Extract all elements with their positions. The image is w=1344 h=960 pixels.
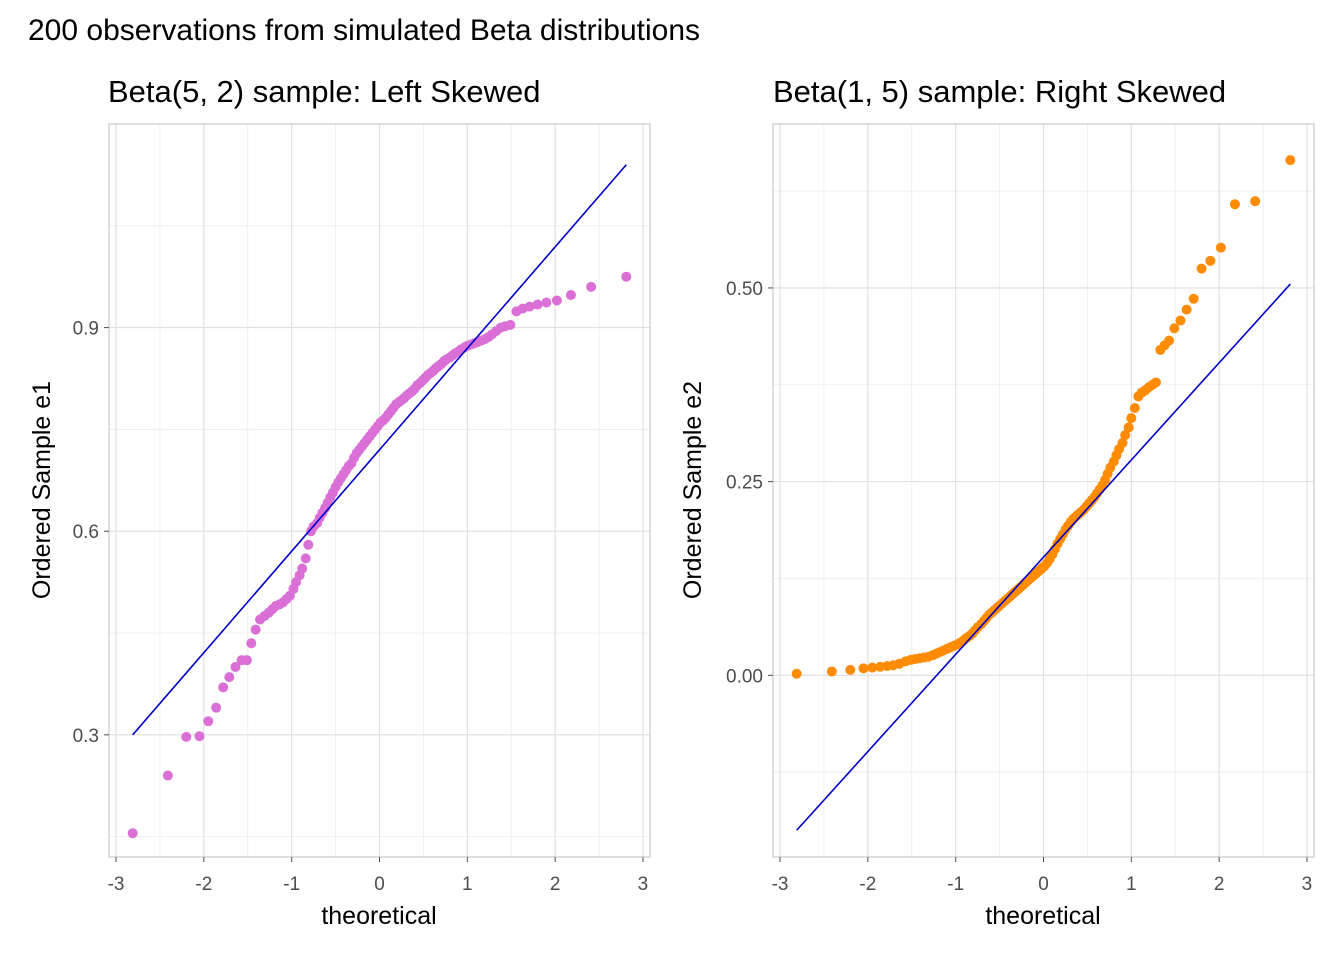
data-point (1150, 377, 1161, 388)
data-point (845, 664, 856, 675)
data-point (1229, 199, 1240, 210)
panel-title: Beta(5, 2) sample: Left Skewed (108, 74, 541, 109)
points (791, 155, 1296, 679)
data-point (1129, 403, 1140, 414)
y-tick-label: 0.50 (726, 279, 763, 300)
data-point (1126, 413, 1137, 424)
reference-line (796, 283, 1291, 831)
x-tick-label: 0 (374, 874, 385, 895)
data-point (1175, 315, 1186, 326)
panel-left-skewed: Beta(5, 2) sample: Left Skewed theoretic… (28, 74, 651, 930)
data-point (1123, 422, 1134, 433)
x-tick-label: -2 (859, 874, 876, 895)
data-point (224, 672, 235, 683)
data-point (826, 666, 837, 677)
data-point (1196, 263, 1207, 274)
x-tick-label: 0 (1038, 874, 1049, 895)
y-axis-label: Ordered Sample e2 (679, 381, 707, 599)
data-point (218, 682, 229, 693)
data-point (532, 299, 543, 310)
data-point (858, 663, 869, 674)
data-point (565, 290, 576, 301)
data-point (162, 770, 173, 781)
data-point (1205, 255, 1216, 266)
x-axis-label: theoretical (985, 902, 1100, 930)
data-point (867, 662, 878, 673)
data-point (1181, 304, 1192, 315)
data-point (1215, 242, 1226, 253)
x-tick-label: 1 (462, 874, 473, 895)
data-point (1117, 437, 1128, 448)
points (127, 271, 632, 839)
data-point (194, 731, 205, 742)
data-point (586, 281, 597, 292)
data-point (127, 828, 138, 839)
data-point (1120, 430, 1131, 441)
data-point (230, 661, 241, 672)
data-point (541, 297, 552, 308)
y-tick-label: 0.3 (73, 726, 99, 747)
data-point (524, 301, 535, 312)
data-point (303, 539, 314, 550)
data-point (1285, 155, 1296, 166)
data-point (211, 702, 222, 713)
x-tick-label: 1 (1126, 874, 1137, 895)
panel-right-skewed: Beta(1, 5) sample: Right Skewed theoreti… (679, 74, 1315, 930)
x-tick-label: -2 (195, 874, 212, 895)
x-axis-label: theoretical (321, 902, 436, 930)
y-axis-label: Ordered Sample e1 (28, 381, 56, 599)
grid (773, 124, 1314, 857)
y-tick-label: 0.6 (73, 522, 99, 543)
x-tick-label: -3 (108, 874, 125, 895)
data-point (791, 668, 802, 679)
data-point (297, 563, 308, 574)
x-tick-label: -1 (283, 874, 300, 895)
data-point (1169, 323, 1180, 334)
data-point (250, 624, 261, 635)
data-point (241, 655, 252, 666)
data-point (1164, 335, 1175, 346)
data-point (181, 731, 192, 742)
data-point (621, 271, 632, 282)
x-tick-label: -3 (772, 874, 789, 895)
data-point (1188, 293, 1199, 304)
y-tick-label: 0.9 (73, 319, 99, 340)
x-tick-label: -1 (947, 874, 964, 895)
reference-line (132, 164, 627, 736)
grid (109, 124, 650, 857)
x-tick-label: 3 (1302, 874, 1313, 895)
data-point (551, 295, 562, 306)
x-tick-label: 3 (638, 874, 649, 895)
data-point (246, 638, 257, 649)
x-tick-label: 2 (1214, 874, 1225, 895)
panel-title: Beta(1, 5) sample: Right Skewed (773, 74, 1226, 109)
y-tick-label: 0.00 (726, 666, 763, 687)
data-point (203, 716, 214, 727)
y-tick-label: 0.25 (726, 473, 763, 494)
figure-title: 200 observations from simulated Beta dis… (28, 14, 700, 47)
data-point (1250, 196, 1261, 207)
data-point (300, 553, 311, 564)
data-point (505, 319, 516, 330)
x-tick-label: 2 (550, 874, 561, 895)
